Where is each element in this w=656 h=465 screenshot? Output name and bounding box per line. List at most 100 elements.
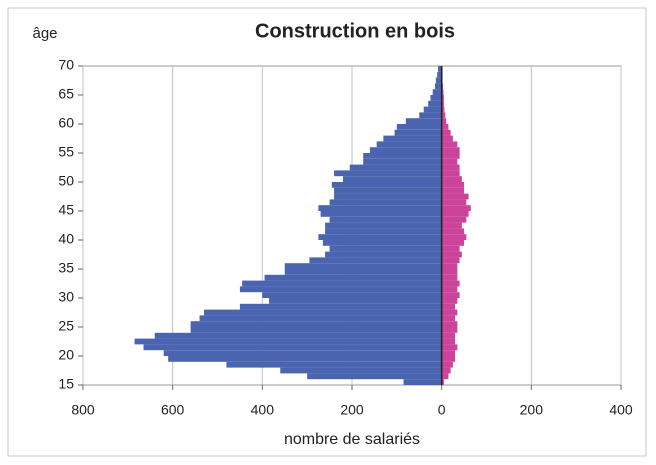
bar bbox=[163, 350, 442, 356]
y-tick-label: 45 bbox=[58, 202, 74, 218]
bar bbox=[334, 193, 442, 200]
bar bbox=[441, 141, 458, 148]
bar bbox=[430, 95, 442, 101]
bar bbox=[441, 361, 453, 368]
bar bbox=[441, 211, 469, 217]
bar bbox=[441, 367, 451, 374]
bar bbox=[437, 71, 442, 78]
x-tick-label: 0 bbox=[438, 402, 446, 418]
bar bbox=[264, 274, 442, 281]
y-axis-label: âge bbox=[32, 25, 57, 42]
bar bbox=[134, 338, 442, 345]
bar bbox=[441, 315, 456, 322]
bar bbox=[441, 234, 467, 240]
bar bbox=[428, 100, 442, 107]
bar bbox=[441, 263, 458, 269]
x-tick-label: 600 bbox=[161, 402, 185, 418]
bar bbox=[441, 193, 469, 200]
bar bbox=[154, 332, 442, 339]
bar bbox=[363, 158, 442, 165]
bar bbox=[419, 112, 442, 119]
y-tick-label: 15 bbox=[58, 376, 74, 392]
x-tick-label: 200 bbox=[520, 402, 544, 418]
bar bbox=[441, 332, 456, 339]
bar bbox=[320, 211, 442, 217]
bar bbox=[441, 222, 462, 229]
bar bbox=[441, 327, 458, 333]
y-tick-label: 25 bbox=[58, 318, 74, 334]
bar bbox=[325, 251, 442, 258]
x-axis-label: nombre de salariés bbox=[284, 431, 420, 448]
bar bbox=[168, 356, 442, 362]
bar bbox=[383, 135, 442, 142]
bar bbox=[441, 135, 453, 142]
x-tick-label: 400 bbox=[251, 402, 275, 418]
bar bbox=[363, 153, 442, 159]
bar bbox=[325, 222, 442, 229]
bar bbox=[441, 89, 444, 95]
bar bbox=[441, 356, 456, 362]
bar bbox=[441, 309, 458, 316]
bar bbox=[143, 344, 442, 351]
bar bbox=[441, 292, 460, 298]
bar bbox=[441, 344, 458, 351]
bar bbox=[441, 100, 444, 107]
bar bbox=[441, 379, 444, 385]
bar bbox=[239, 286, 442, 293]
bar bbox=[239, 303, 442, 310]
bar bbox=[441, 118, 447, 124]
y-tick-label: 65 bbox=[58, 86, 74, 102]
bar bbox=[204, 309, 442, 316]
bar bbox=[432, 89, 442, 95]
bar bbox=[441, 112, 446, 119]
bar bbox=[441, 350, 456, 356]
bar bbox=[226, 361, 442, 368]
bar bbox=[441, 158, 458, 165]
x-tick-label: 200 bbox=[340, 402, 364, 418]
bar bbox=[441, 251, 462, 258]
bar bbox=[441, 321, 458, 327]
y-tick-label: 50 bbox=[58, 173, 74, 189]
bar bbox=[394, 129, 442, 136]
bar bbox=[441, 95, 444, 101]
bar bbox=[441, 153, 460, 159]
bar bbox=[441, 182, 465, 188]
bar bbox=[441, 280, 460, 287]
bar bbox=[369, 147, 442, 153]
y-tick-label: 40 bbox=[58, 231, 74, 247]
y-tick-label: 35 bbox=[58, 260, 74, 276]
bar bbox=[396, 124, 442, 130]
bar bbox=[190, 327, 442, 333]
bar bbox=[441, 164, 460, 171]
bar bbox=[284, 263, 442, 269]
bar bbox=[329, 216, 442, 223]
y-tick-label: 20 bbox=[58, 347, 74, 363]
bar bbox=[441, 129, 451, 136]
bar bbox=[441, 303, 456, 310]
y-tick-label: 60 bbox=[58, 115, 74, 131]
bar bbox=[309, 257, 442, 264]
bar bbox=[190, 321, 442, 327]
bar bbox=[269, 298, 442, 304]
bar bbox=[441, 298, 458, 304]
bar bbox=[403, 379, 442, 385]
bar bbox=[441, 199, 467, 206]
bar bbox=[284, 269, 442, 275]
bar bbox=[280, 367, 442, 374]
bar bbox=[441, 228, 465, 235]
bar bbox=[331, 182, 442, 188]
bar bbox=[441, 269, 458, 275]
bar bbox=[349, 164, 442, 171]
bar bbox=[199, 315, 442, 322]
bar bbox=[441, 170, 460, 177]
bar bbox=[262, 292, 442, 298]
bar bbox=[242, 280, 442, 287]
bar bbox=[334, 187, 442, 194]
bar bbox=[405, 118, 442, 124]
bar bbox=[435, 77, 442, 84]
bar bbox=[441, 147, 460, 153]
bar bbox=[438, 66, 442, 72]
y-tick-label: 70 bbox=[58, 57, 74, 73]
bar bbox=[441, 274, 458, 281]
